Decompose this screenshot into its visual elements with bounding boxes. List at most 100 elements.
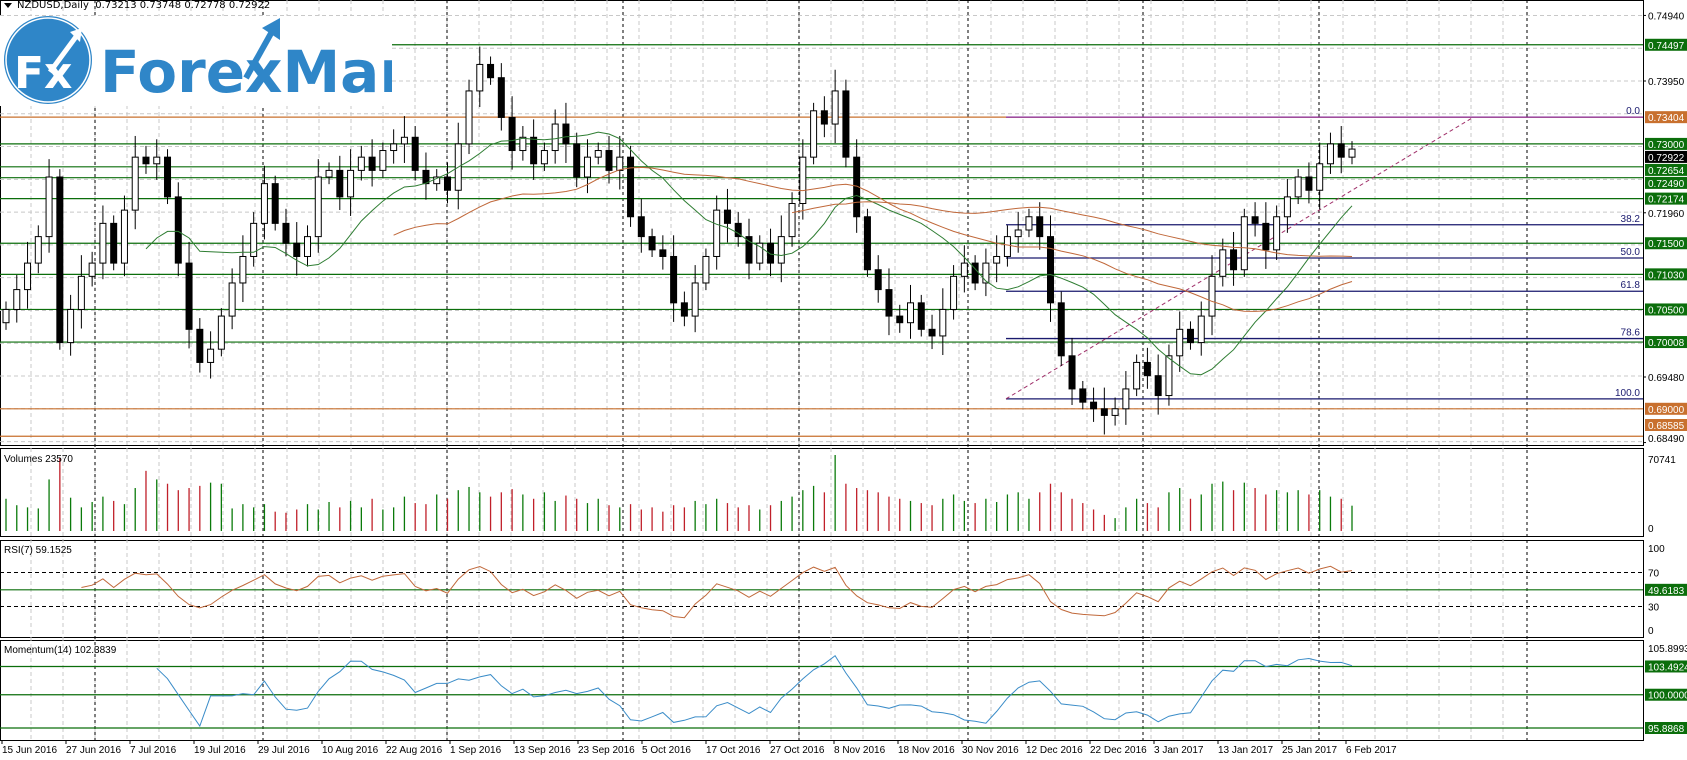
candle (1068, 337, 1076, 406)
momentum-min-label: 95.8868 (1645, 722, 1687, 735)
rsi-level-label-bg (1645, 583, 1687, 596)
candle-body-bull (24, 262, 32, 291)
candle (530, 119, 538, 180)
date-axis-label: 27 Jun 2016 (66, 745, 121, 756)
date-axis-label: 22 Dec 2016 (1090, 745, 1147, 756)
rsi-axis-label: 70 (1648, 569, 1660, 580)
candle (896, 304, 904, 333)
candle-body-bear (863, 216, 871, 271)
candle (336, 155, 344, 210)
date-axis-label: 13 Sep 2016 (514, 745, 571, 756)
candle (594, 142, 602, 165)
date-axis-label: 12 Dec 2016 (1026, 745, 1083, 756)
candle-body-bear (508, 116, 516, 152)
date-axis-label: 22 Aug 2016 (386, 745, 443, 756)
candle-body-bull (34, 236, 42, 264)
candle-body-bull (131, 156, 139, 211)
candle (605, 135, 613, 184)
candle (142, 145, 150, 174)
candle (928, 314, 936, 350)
candle-body-bull (153, 156, 161, 165)
moving-average-long (792, 201, 1353, 257)
level-price-label: 0.74497 (1645, 38, 1687, 52)
candle-body-bull (228, 282, 236, 317)
candle-body-bull (250, 222, 258, 257)
candle (1197, 301, 1205, 356)
current-price-label-bg (1645, 150, 1687, 163)
candle-body-bull (400, 136, 408, 145)
fibonacci-level-label: 100.0 (1615, 388, 1640, 399)
candle-body-bear (336, 169, 344, 198)
candle (325, 162, 333, 185)
candle-body-bull (756, 242, 764, 264)
candle (670, 235, 678, 322)
candle-body-bull (551, 123, 559, 152)
candle (379, 142, 387, 178)
candle-body-bull (777, 236, 785, 264)
candle-body-bull (2, 308, 10, 324)
candle-body-bear (1186, 328, 1194, 344)
candle-body-bear (820, 110, 828, 125)
candle-body-bear (1230, 249, 1238, 271)
dropdown-triangle-icon[interactable] (4, 2, 12, 8)
candle (885, 268, 893, 336)
candle-body-bull (433, 176, 441, 185)
candle-body-bull (390, 143, 398, 152)
candle (562, 102, 570, 163)
candle (1230, 231, 1238, 286)
candle (239, 235, 247, 303)
candle-body-bull (465, 90, 473, 145)
candle (271, 175, 279, 231)
candle (411, 126, 419, 181)
candle-body-bull (799, 156, 807, 205)
candle-body-bull (1111, 408, 1119, 416)
candle-body-bear (1068, 355, 1076, 390)
candle (347, 149, 355, 216)
momentum-level-label-bg (1645, 660, 1687, 673)
candle-body-bear (530, 136, 538, 165)
candle-body-bull (1240, 216, 1248, 271)
candle (282, 208, 290, 257)
candle (293, 222, 301, 276)
candle (1326, 132, 1334, 174)
candle (357, 145, 365, 181)
candle (1294, 169, 1302, 205)
candle-body-bull (239, 255, 247, 284)
candle (508, 96, 516, 170)
candle (110, 215, 118, 271)
candle-body-bull (982, 262, 990, 284)
candle (487, 56, 495, 85)
momentum-level-label-bg (1645, 688, 1687, 701)
level-price-label-text: 0.68585 (1648, 421, 1685, 432)
candle-body-bull (99, 222, 107, 264)
moving-average-long (393, 166, 1353, 312)
momentum-title: Momentum(14) 102.3839 (4, 645, 117, 656)
date-axis-label: 29 Jul 2016 (258, 745, 310, 756)
candle-body-bull (702, 255, 710, 284)
candle-body-bear (670, 255, 678, 304)
candle (368, 139, 376, 187)
volumes-max-label: 70741 (1648, 455, 1676, 466)
candle-body-bear (1036, 216, 1044, 238)
candle (1348, 141, 1356, 165)
candle-body-bull (304, 236, 312, 257)
candle (1122, 371, 1130, 425)
level-price-label: 0.72490 (1645, 176, 1687, 190)
level-price-label-bg (1645, 38, 1687, 51)
level-price-label-bg (1645, 192, 1687, 205)
candle-body-bull (713, 209, 721, 257)
candle-body-bull (831, 90, 839, 125)
candle (1154, 354, 1162, 415)
candle-body-bear (842, 90, 850, 158)
candle (788, 192, 796, 247)
candle (627, 145, 635, 227)
candle-body-bear (56, 176, 64, 344)
candle-body-bear (971, 262, 979, 284)
candle-body-bear (562, 123, 570, 145)
level-price-label-text: 0.72654 (1648, 166, 1685, 177)
candle-body-bull (77, 275, 85, 310)
candle-body-bear (1079, 388, 1087, 403)
candle (1283, 179, 1291, 233)
price-axis-label: 0.68490 (1648, 434, 1685, 445)
